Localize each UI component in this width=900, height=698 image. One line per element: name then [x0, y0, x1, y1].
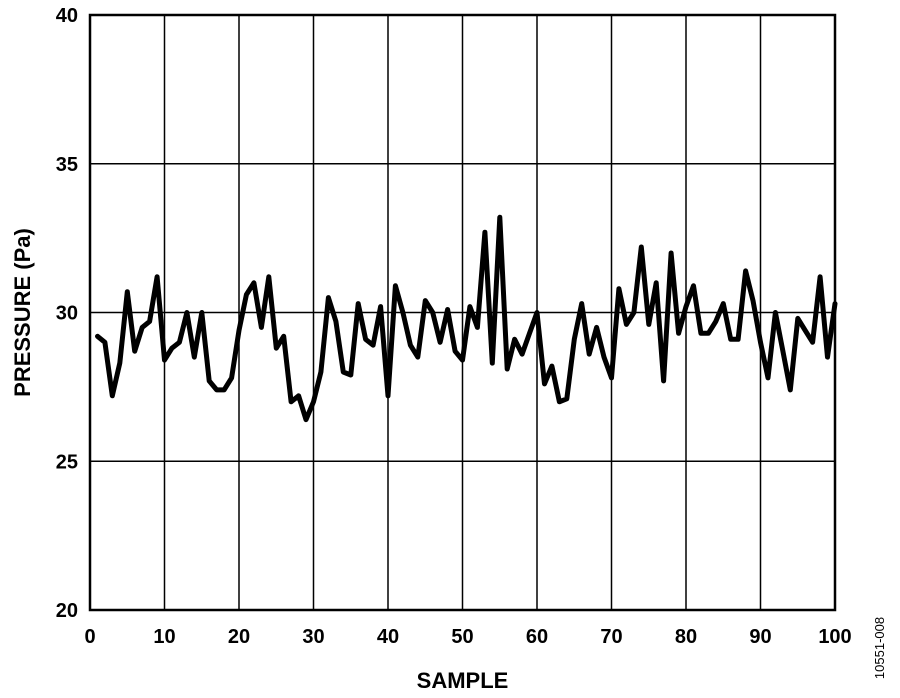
- x-tick-label: 80: [675, 626, 697, 648]
- y-tick-label: 25: [56, 451, 78, 473]
- x-tick-label: 10: [153, 626, 175, 648]
- y-tick-label: 35: [56, 154, 78, 176]
- series-line-pressure: [95, 214, 838, 423]
- y-tick-label: 30: [56, 303, 78, 325]
- y-tick-label: 20: [56, 600, 78, 622]
- y-tick-label: 40: [56, 5, 78, 27]
- x-tick-label: 90: [749, 626, 771, 648]
- x-tick-labels: 0 10 20 30 40 50 60 70 80 90 100: [84, 626, 851, 648]
- y-tick-labels: 20 25 30 35 40: [56, 5, 78, 622]
- x-tick-label: 0: [84, 626, 95, 648]
- figure-id: 10551-008: [872, 617, 887, 679]
- x-tick-label: 50: [451, 626, 473, 648]
- x-tick-label: 40: [377, 626, 399, 648]
- x-tick-label: 70: [600, 626, 622, 648]
- x-tick-label: 20: [228, 626, 250, 648]
- y-axis-label: PRESSURE (Pa): [10, 228, 35, 397]
- x-tick-label: 100: [818, 626, 851, 648]
- x-axis-label: SAMPLE: [417, 668, 509, 693]
- x-tick-label: 30: [302, 626, 324, 648]
- x-tick-label: 60: [526, 626, 548, 648]
